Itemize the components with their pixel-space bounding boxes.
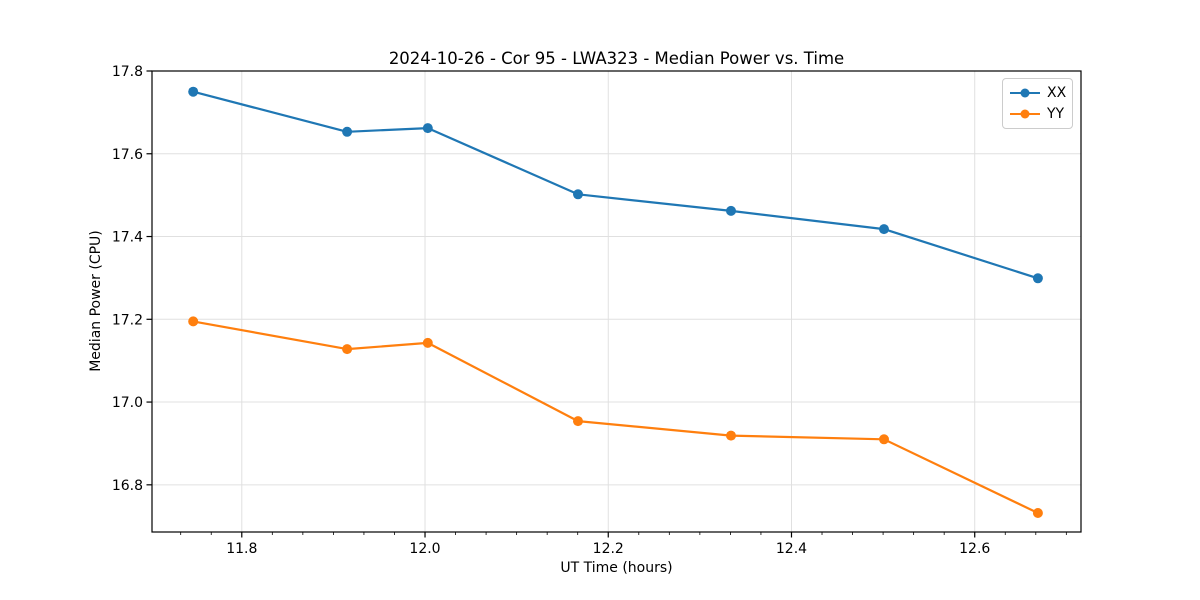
data-point-yy xyxy=(188,316,199,327)
legend-entry-xx: XX xyxy=(1010,85,1067,101)
legend-swatch-yy-icon xyxy=(1010,109,1040,119)
legend: XX YY xyxy=(1002,78,1073,129)
data-point-yy xyxy=(1032,508,1043,518)
data-point-yy xyxy=(342,344,353,355)
legend-label-xx: XX xyxy=(1047,85,1067,101)
y-tick-label: 17.2 xyxy=(112,312,143,328)
series-line-xx xyxy=(192,90,1039,280)
data-point-xx xyxy=(1032,273,1043,284)
y-axis-label: Median Power (CPU) xyxy=(88,230,104,372)
x-tick-label: 12.4 xyxy=(776,541,807,557)
data-point-xx xyxy=(422,123,433,134)
x-tick-label: 11.8 xyxy=(226,541,257,557)
y-tick-label: 17.6 xyxy=(112,147,143,163)
data-point-xx xyxy=(879,224,889,235)
data-point-yy xyxy=(422,337,433,348)
data-point-xx xyxy=(726,205,736,216)
series-line-yy xyxy=(192,320,1039,515)
axes-box xyxy=(151,70,1082,533)
x-tick-label: 12.0 xyxy=(409,541,440,557)
x-tick-label: 12.6 xyxy=(959,541,990,557)
chart-title: 2024-10-26 - Cor 95 - LWA323 - Median Po… xyxy=(388,49,845,68)
y-tick-label: 17.4 xyxy=(112,230,143,246)
data-point-yy xyxy=(726,430,736,441)
legend-entry-yy: YY xyxy=(1010,106,1064,122)
y-tick-label: 17.0 xyxy=(112,395,143,411)
data-point-xx xyxy=(342,126,353,137)
legend-label-yy: YY xyxy=(1047,106,1065,122)
y-tick-label: 16.8 xyxy=(112,478,143,494)
data-point-yy xyxy=(573,416,583,427)
data-point-yy xyxy=(879,434,889,445)
data-point-xx xyxy=(188,86,199,97)
y-tick-label: 17.8 xyxy=(112,64,143,80)
legend-swatch-xx-icon xyxy=(1010,88,1040,98)
data-point-xx xyxy=(573,189,583,200)
x-tick-label: 12.2 xyxy=(593,541,624,557)
x-axis-label: UT Time (hours) xyxy=(560,560,673,576)
